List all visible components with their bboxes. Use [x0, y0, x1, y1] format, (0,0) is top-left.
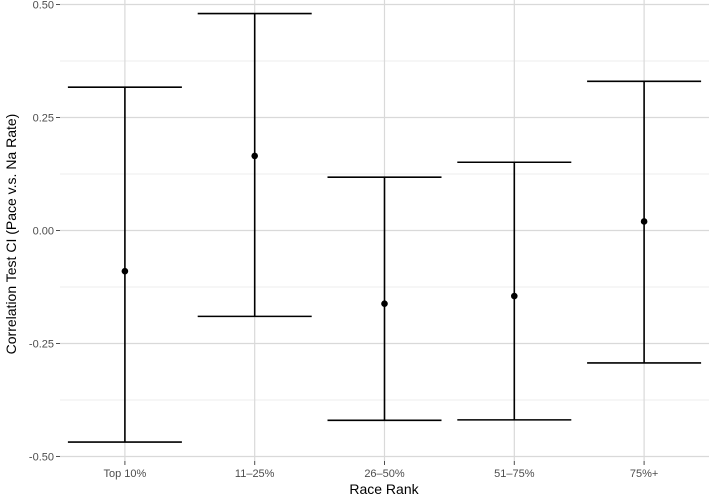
y-axis-title: Correlation Test CI (Pace v.s. Na Rate)	[3, 114, 19, 355]
x-tick-label: 51–75%	[494, 468, 535, 480]
estimate-point	[121, 267, 129, 275]
estimate-point	[640, 218, 648, 225]
estimate-point	[511, 292, 518, 300]
estimate-point	[251, 152, 258, 160]
y-tick-label: 0.25	[33, 113, 54, 125]
y-tick-label: 0.50	[33, 0, 54, 12]
estimate-point	[381, 300, 388, 308]
x-tick-label: 26–50%	[364, 468, 405, 480]
x-tick-label: Top 10%	[103, 468, 146, 480]
y-tick-label: 0.00	[33, 226, 54, 238]
y-tick-label: -0.25	[29, 338, 54, 350]
x-tick-label: 11–25%	[235, 468, 275, 480]
x-axis-title: Race Rank	[349, 481, 419, 497]
error-bars	[67, 12, 702, 443]
y-tick-label: -0.50	[29, 451, 54, 463]
axes: 0.50 0.25 0.00 -0.25 -0.50 Top 10% 11–25% 26–50…	[29, 0, 658, 480]
x-tick-label: 75%+	[630, 468, 658, 480]
